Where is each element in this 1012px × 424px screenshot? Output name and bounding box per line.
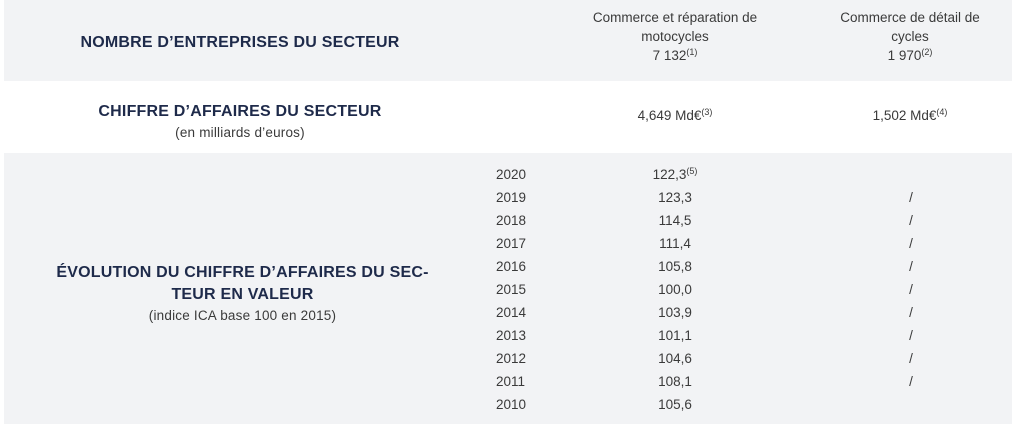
evolution-motocycles-value-text: 123,3 [658, 190, 692, 205]
evolution-motocycles-value-text: 111,4 [659, 236, 691, 251]
evolution-motocycles-value: 123,3 [630, 186, 720, 209]
turnover-row [4, 81, 1012, 153]
evolution-year: 2013 [496, 328, 527, 343]
evolution-motocycles-value: 101,1 [630, 324, 720, 347]
evolution-year: 2020 [496, 167, 527, 182]
evolution-year: 2012 [496, 351, 527, 366]
evolution-motocycles-value: 111,4 [630, 232, 720, 255]
evolution-cycles-value: / [909, 374, 913, 389]
evolution-cycles-value: / [909, 351, 913, 366]
column-header-motocycles-text: Commerce et réparation de motocycles [592, 10, 758, 44]
companies-row [4, 0, 1012, 81]
evolution-year: 2018 [496, 213, 527, 228]
evolution-cycles-value: / [909, 328, 913, 343]
evolution-year: 2015 [496, 282, 527, 297]
evolution-motocycles-value-text: 105,6 [658, 397, 692, 412]
turnover-motocycles-value: 4,649 Md€ [637, 108, 702, 123]
turnover-cycles-cell: 1,502 Md€(4) [815, 106, 1005, 125]
evolution-year: 2016 [496, 259, 527, 274]
evolution-cycles-value: / [909, 190, 913, 205]
turnover-cycles-value: 1,502 Md€ [872, 108, 937, 123]
evolution-motocycles-value: 122,3(5) [630, 163, 720, 186]
evolution-cycles-value: / [909, 259, 913, 274]
evolution-motocycles-value: 105,8 [630, 255, 720, 278]
evolution-year: 2011 [496, 374, 526, 389]
evolution-cycles-value: / [909, 282, 913, 297]
companies-label-text: NOMBRE D’ENTREPRISES DU SECTEUR [80, 34, 400, 51]
companies-cycles-note: (2) [921, 47, 933, 57]
evolution-first-note: (5) [686, 166, 698, 176]
turnover-label-text: CHIFFRE D’AFFAIRES DU SECTEUR [98, 103, 382, 120]
evolution-motocycles-value-text: 101,1 [658, 328, 692, 343]
evolution-motocycles-value: 104,6 [630, 347, 720, 370]
column-header-cycles: Commerce de détail de cycles 1 970(2) [820, 8, 1000, 65]
column-header-motocycles: Commerce et réparation de motocycles 7 1… [580, 8, 770, 65]
turnover-motocycles-cell: 4,649 Md€(3) [580, 106, 770, 125]
evolution-label-line2: TEUR EN VALEUR [171, 286, 314, 303]
turnover-label: CHIFFRE D’AFFAIRES DU SECTEUR (en millia… [40, 101, 440, 142]
evolution-motocycles-value-text: 104,6 [658, 351, 692, 366]
evolution-cycles-value [866, 393, 956, 416]
companies-label: NOMBRE D’ENTREPRISES DU SECTEUR [40, 32, 440, 54]
evolution-motocycles-value-text: 103,9 [658, 305, 692, 320]
evolution-motocycles-value: 108,1 [630, 370, 720, 393]
turnover-motocycles-note: (3) [701, 107, 713, 117]
evolution-cycles-value: / [909, 236, 913, 251]
column-header-cycles-text: Commerce de détail de cycles [840, 10, 980, 44]
companies-motocycles-note: (1) [686, 47, 698, 57]
companies-motocycles-value: 7 132 [652, 48, 687, 63]
companies-cycles-value: 1 970 [887, 48, 922, 63]
evolution-cycles-value: / [909, 213, 913, 228]
evolution-motocycles-value-text: 122,3 [652, 167, 687, 182]
evolution-motocycles-value: 105,6 [630, 393, 720, 416]
evolution-motocycles-value: 114,5 [630, 209, 720, 232]
evolution-sublabel: (indice ICA base 100 en 2015) [148, 308, 337, 323]
evolution-year: 2017 [496, 236, 527, 251]
evolution-motocycles-value-text: 100,0 [658, 282, 692, 297]
evolution-cycles-value: / [909, 305, 913, 320]
evolution-year: 2014 [496, 305, 527, 320]
evolution-row [4, 153, 1012, 424]
evolution-motocycles-value: 103,9 [630, 301, 720, 324]
evolution-motocycles-value-text: 108,1 [658, 374, 692, 389]
turnover-sublabel: (en milliards d’euros) [175, 125, 305, 140]
turnover-cycles-note: (4) [936, 107, 948, 117]
evolution-cycles-value [866, 163, 956, 186]
evolution-motocycles-value-text: 105,8 [658, 259, 692, 274]
evolution-label: ÉVOLUTION DU CHIFFRE D’AFFAIRES DU SEC- … [30, 262, 455, 325]
evolution-label-line1: ÉVOLUTION DU CHIFFRE D’AFFAIRES DU SEC- [56, 264, 429, 281]
evolution-motocycles-value: 100,0 [630, 278, 720, 301]
evolution-year: 2010 [496, 397, 527, 412]
evolution-motocycles-value-text: 114,5 [658, 213, 692, 228]
evolution-year: 2019 [496, 190, 527, 205]
